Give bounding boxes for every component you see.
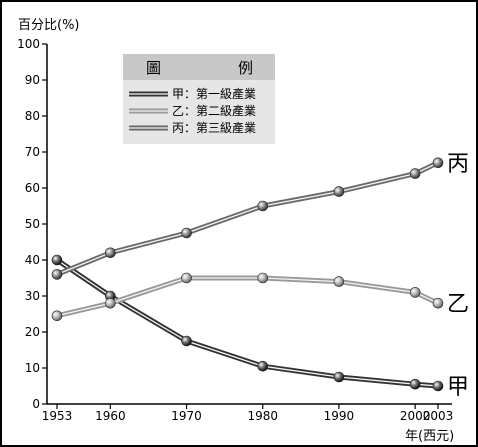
x-tick-label: 2000 [400,409,431,423]
data-point [432,157,444,169]
x-tick-label: 1990 [324,409,355,423]
data-point [333,371,345,383]
x-tick-label: 1960 [95,409,126,423]
series-甲 [51,254,444,392]
x-tick-label: 1953 [42,409,73,423]
y-tick-label: 90 [25,73,40,87]
data-point [105,247,116,259]
legend-item: 丙：第三級產業 [129,120,256,135]
data-point [181,227,192,239]
legend-label: 丙：第三級產業 [172,120,256,135]
series-end-labels: 甲乙丙 [447,152,469,400]
data-point [257,360,269,372]
y-axis-ticks: 0 10 20 30 40 50 60 70 80 90 100 [17,37,47,411]
legend-item: 乙：第二級產業 [129,103,256,118]
data-point [181,272,192,284]
y-tick-label: 0 [32,397,40,411]
legend-label: 乙：第二級產業 [172,103,256,118]
series-丙 [51,157,444,280]
y-tick-label: 60 [25,181,40,195]
legend-label: 甲：第一級產業 [172,86,256,101]
data-point [432,380,444,392]
series-line-outer [56,160,440,277]
x-tick-label: 1970 [171,409,202,423]
data-point [51,254,63,266]
data-point [409,378,421,390]
x-tick-label: 2003 [423,409,454,423]
y-axis-title: 百分比(%) [18,18,80,33]
series-layer [51,157,444,392]
data-point [257,272,269,284]
y-tick-label: 50 [25,217,40,231]
data-point [432,297,444,309]
y-tick-label: 10 [25,361,40,375]
y-tick-label: 100 [17,37,40,51]
data-point [409,287,421,298]
legend-item: 甲：第一級產業 [129,86,256,101]
y-tick-label: 70 [25,145,40,159]
x-axis-title: 年(西元) [405,429,454,444]
legend-title-left: 圖 [146,59,161,77]
data-point [181,335,192,347]
y-tick-label: 30 [25,289,40,303]
series-乙 [51,272,444,322]
data-point [333,276,345,287]
data-point [105,297,116,309]
series-end-label: 乙 [447,292,469,317]
data-point [333,186,345,197]
data-point [51,310,63,322]
legend-header [123,54,275,80]
series-end-label: 甲 [447,375,469,400]
data-point [51,269,63,280]
data-point [257,200,269,212]
legend-title-right: 例 [238,59,253,77]
data-point [409,168,421,179]
y-tick-label: 40 [25,253,40,267]
y-tick-label: 20 [25,325,40,339]
x-tick-label: 1980 [247,409,278,423]
series-end-label: 丙 [447,152,469,177]
y-tick-label: 80 [25,109,40,123]
